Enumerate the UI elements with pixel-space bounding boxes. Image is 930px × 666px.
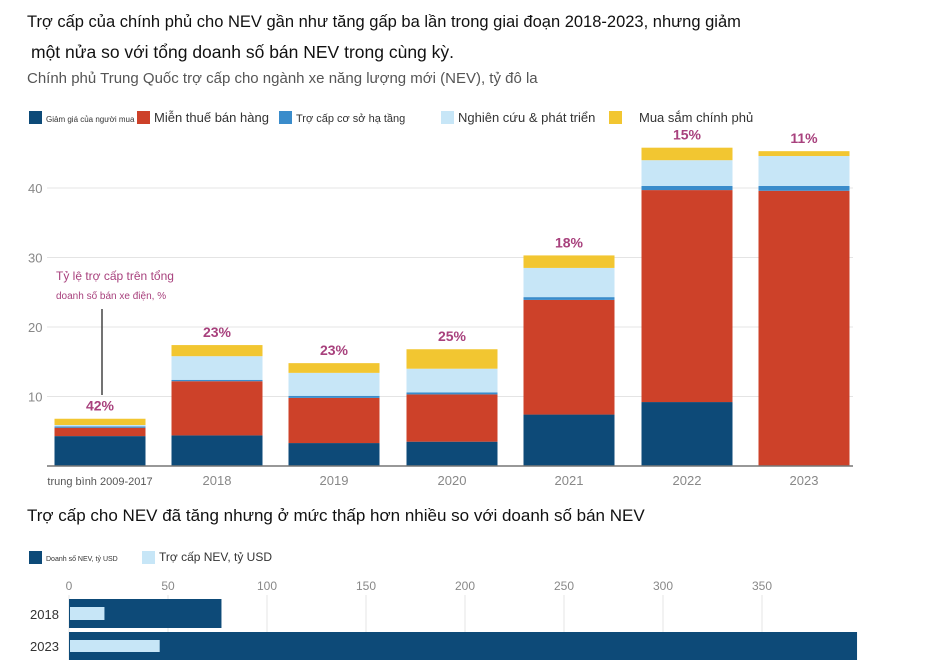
legend-swatch — [29, 111, 42, 124]
x-tick-label: 2019 — [320, 473, 349, 488]
headline-line-2: một nửa so với tổng doanh số bán NEV tro… — [31, 42, 455, 62]
x-tick-label: 0 — [66, 579, 73, 593]
x-tick-label: 100 — [257, 579, 277, 593]
subsidy-bar — [70, 640, 160, 652]
headline-line-1: Trợ cấp của chính phủ cho NEV gần như tă… — [27, 13, 741, 31]
x-tick-label: 200 — [455, 579, 475, 593]
legend-swatch — [29, 551, 42, 564]
bar-segment — [641, 185, 733, 191]
bar-segment — [523, 414, 615, 466]
bar-pct-label: 23% — [203, 324, 232, 340]
bar-segment — [54, 436, 146, 466]
legend-label: Trợ cấp NEV, tỷ USD — [159, 550, 272, 564]
y-tick-label: 10 — [28, 390, 42, 405]
subsidy-bar — [70, 607, 105, 620]
bar-segment — [288, 443, 380, 466]
chart2-title: Trợ cấp cho NEV đã tăng nhưng ở mức thấp… — [27, 506, 645, 525]
bar-segment — [54, 418, 146, 425]
legend-label: Doanh số NEV, tỷ USD — [46, 554, 118, 563]
bar-segment — [288, 363, 380, 373]
sales-bar — [69, 632, 858, 660]
legend-label: Giảm giá của người mua — [46, 115, 135, 124]
legend-swatch — [279, 111, 292, 124]
legend-swatch — [142, 551, 155, 564]
bar-segment — [406, 441, 498, 466]
bar-pct-label: 18% — [555, 234, 584, 250]
bar-segment — [406, 394, 498, 442]
bar-segment — [758, 185, 850, 191]
annotation-line-2: doanh số bán xe điện, % — [56, 290, 166, 302]
bar-pct-label: 42% — [86, 398, 115, 414]
bar-segment — [171, 435, 263, 466]
bar-segment — [523, 297, 615, 300]
x-tick-label: 2020 — [438, 473, 467, 488]
x-tick-label: 150 — [356, 579, 376, 593]
bar-segment — [171, 356, 263, 380]
y-category-label: 2018 — [30, 607, 59, 622]
y-tick-label: 20 — [28, 320, 42, 335]
bar-segment — [288, 397, 380, 444]
bar-segment — [758, 151, 850, 157]
bar-pct-label: 11% — [790, 130, 818, 146]
legend-label: Miễn thuế bán hàng — [154, 110, 269, 125]
x-tick-label: 250 — [554, 579, 574, 593]
legend-label: Mua sắm chính phủ — [639, 110, 753, 125]
bar-pct-label: 25% — [438, 328, 467, 344]
x-tick-label: 50 — [161, 579, 175, 593]
y-category-label: 2023 — [30, 639, 59, 654]
annotation-line-1: Tỷ lệ trợ cấp trên tổng — [56, 269, 174, 283]
bar-segment — [641, 402, 733, 466]
bar-segment — [54, 424, 146, 427]
legend-label: Trợ cấp cơ sở hạ tầng — [296, 113, 405, 125]
legend-label: Nghiên cứu & phát triển — [458, 110, 595, 125]
bar-segment — [523, 299, 615, 415]
bar-segment — [171, 345, 263, 357]
x-tick-label: 2018 — [203, 473, 232, 488]
bar-segment — [54, 426, 146, 428]
x-tick-label: 300 — [653, 579, 673, 593]
legend-swatch — [609, 111, 622, 124]
bar-segment — [54, 427, 146, 437]
bar-pct-label: 23% — [320, 342, 349, 358]
bar-segment — [171, 381, 263, 436]
bar-segment — [406, 349, 498, 369]
y-tick-label: 30 — [28, 251, 42, 266]
x-tick-label: 2023 — [790, 473, 819, 488]
stacked-bar-chart-subsidies: Giảm giá của người mua Miễn thuế bán hàng… — [28, 110, 853, 488]
x-tick-label: 2021 — [555, 473, 584, 488]
bar-pct-label: 15% — [673, 127, 702, 143]
bar-segment — [523, 255, 615, 268]
bar-segment — [758, 190, 850, 466]
bar-segment — [288, 372, 380, 396]
bar-segment — [288, 395, 380, 398]
bar-segment — [641, 160, 733, 186]
bar-segment — [641, 147, 733, 161]
legend-swatch — [441, 111, 454, 124]
bar-segment — [641, 190, 733, 403]
bar-segment — [406, 392, 498, 395]
x-tick-label: trung bình 2009-2017 — [47, 476, 152, 488]
y-tick-label: 40 — [28, 181, 42, 196]
bar-segment — [406, 368, 498, 393]
bar-segment — [523, 267, 615, 298]
x-tick-label: 2022 — [673, 473, 702, 488]
legend-swatch — [137, 111, 150, 124]
bar-segment — [758, 156, 850, 186]
x-tick-label: 350 — [752, 579, 772, 593]
chart1-subtitle: Chính phủ Trung Quốc trợ cấp cho ngành x… — [27, 70, 538, 87]
bar-segment — [171, 379, 263, 382]
